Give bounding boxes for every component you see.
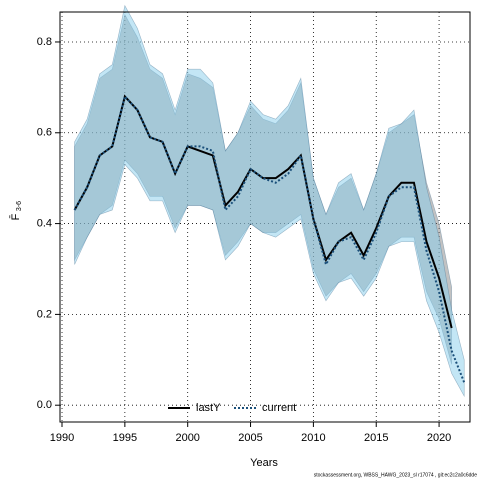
legend-label: lastY	[196, 402, 221, 414]
plot-frame	[59, 11, 471, 423]
footer: stockassessment.org, WBSS_HAWG_2023_sl r…	[314, 472, 477, 478]
x-tick-label: 2000	[175, 432, 199, 444]
y-tick-label: 0.8	[37, 36, 52, 48]
y-tick-label: 0.4	[37, 217, 52, 229]
y-tick-label: 0.6	[37, 127, 52, 139]
y-axis-label-group: F̄ 3-6	[9, 201, 23, 221]
y-tick-label: 0.2	[37, 308, 52, 320]
series-line	[73, 94, 466, 383]
y-axis-label-sub: 3-6	[16, 201, 23, 211]
x-tick-label: 2010	[301, 432, 325, 444]
confidence-band	[74, 4, 465, 398]
legend-label: current	[262, 402, 296, 414]
x-tick-label: 2005	[238, 432, 262, 444]
y-tick-label: 0.0	[37, 399, 52, 411]
x-tick-label: 1995	[113, 432, 137, 444]
x-tick-label: 2015	[364, 432, 388, 444]
y-axis-label: F̄	[9, 213, 22, 220]
x-axis-label: Years	[250, 457, 278, 469]
x-tick-label: 2020	[427, 432, 451, 444]
x-tick-label: 1990	[50, 432, 74, 444]
